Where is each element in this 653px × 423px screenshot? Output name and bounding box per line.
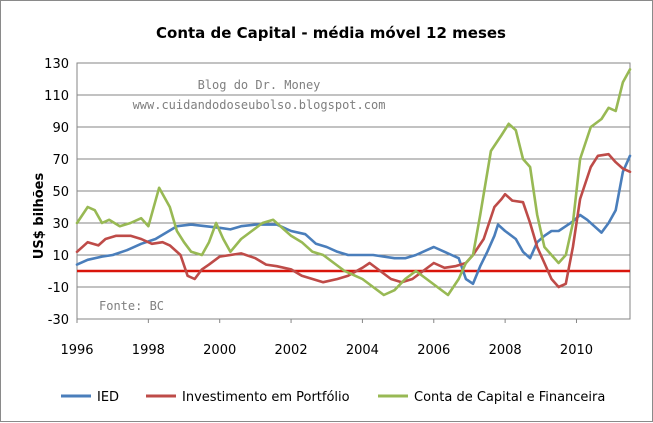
series-lines: [75, 68, 632, 297]
chart-title: Conta de Capital - média móvel 12 meses: [156, 24, 506, 42]
y-tick-label: 10: [52, 249, 69, 264]
annotation-blog-url: www.cuidandodoseubolso.blogspot.com: [133, 98, 386, 112]
plot-area-border: [76, 62, 631, 320]
x-tick-label: 2008: [489, 343, 522, 358]
legend-label: IED: [97, 390, 119, 405]
y-tick-label: 70: [52, 153, 69, 168]
y-tick-label: 50: [52, 185, 69, 200]
y-tick-label: 130: [44, 57, 69, 72]
annotation-blog-name: Blog do Dr. Money: [198, 78, 321, 92]
series-line-2: [75, 68, 632, 297]
y-tick-label: -30: [48, 313, 69, 328]
y-axis-label: US$ bilhões: [32, 173, 47, 260]
x-axis-ticks: 1996 1998 2000 2002 2004 2006 2008 2010: [60, 319, 593, 358]
y-axis-ticks: 130 110 90 70 50 30 10 -10 -30: [44, 57, 69, 328]
x-tick-label: 2002: [275, 343, 308, 358]
y-tick-label: 90: [52, 121, 69, 136]
y-tick-label: 110: [44, 89, 69, 104]
x-tick-label: 1998: [132, 343, 165, 358]
x-tick-label: 2000: [203, 343, 236, 358]
legend: IED Investimento em Portfólio Conta de Cap…: [61, 390, 605, 405]
x-tick-label: 2010: [560, 343, 593, 358]
series-line-0: [75, 154, 632, 286]
x-tick-label: 2006: [417, 343, 450, 358]
y-tick-label: 30: [52, 217, 69, 232]
x-tick-label: 2004: [346, 343, 379, 358]
annotation-source: Fonte: BC: [99, 299, 164, 313]
y-tick-label: -10: [48, 281, 69, 296]
legend-label: Conta de Capital e Financeira: [414, 390, 605, 405]
series-line-1: [75, 152, 632, 289]
legend-label: Investimento em Portfólio: [182, 390, 350, 405]
x-tick-label: 1996: [60, 343, 93, 358]
